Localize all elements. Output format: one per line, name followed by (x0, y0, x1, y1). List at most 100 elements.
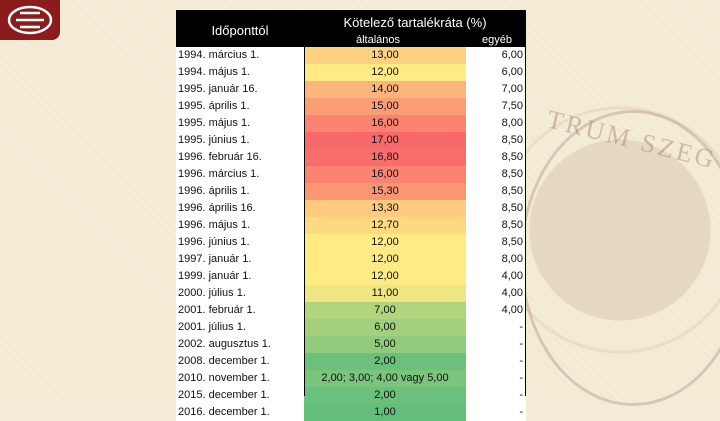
cell-other-rate: 4,00 (466, 285, 526, 302)
cell-date: 2008. december 1. (176, 353, 304, 370)
table-row: 2001. július 1. 6,00- (176, 319, 526, 336)
cell-other-rate: 8,50 (466, 217, 526, 234)
logo (0, 0, 60, 40)
logo-icon (7, 5, 53, 35)
table-row: 2010. november 1. 2,00; 3,00; 4,00 vagy 5… (176, 370, 526, 387)
table-row: 2008. december 1. 2,00- (176, 353, 526, 370)
cell-general-rate: 6,00 (304, 319, 466, 336)
cell-general-rate: 11,00 (304, 285, 466, 302)
cell-date: 1995. április 1. (176, 98, 304, 115)
cell-other-rate: 8,50 (466, 200, 526, 217)
table-row: 1995. június 1. 17,00 8,50 (176, 132, 526, 149)
table-row: 1995. január 16. 14,00 7,00 (176, 81, 526, 98)
cell-general-rate: 2,00; 3,00; 4,00 vagy 5,00 (304, 370, 466, 387)
table-row: 1994. május 1. 12,00 6,00 (176, 64, 526, 81)
cell-other-rate: 6,00 (466, 64, 526, 81)
table-body: 1994. március 1. 13,00 6,00 1994. május 1. 1… (176, 47, 526, 421)
cell-other-rate: 8,50 (466, 166, 526, 183)
table-row: 2016. december 1. 1,00- (176, 404, 526, 421)
cell-date: 2000. július 1. (176, 285, 304, 302)
cell-general-rate: 13,30 (304, 200, 466, 217)
cell-general-rate: 12,00 (304, 234, 466, 251)
cell-other-rate: 4,00 (466, 268, 526, 285)
table-row: 2000. július 1. 11,00 4,00 (176, 285, 526, 302)
cell-general-rate: 16,00 (304, 166, 466, 183)
cell-date: 1995. január 16. (176, 81, 304, 98)
cell-general-rate: 5,00 (304, 336, 466, 353)
table-row: 1999. január 1. 12,00 4,00 (176, 268, 526, 285)
cell-general-rate: 16,00 (304, 115, 466, 132)
cell-general-rate: 7,00 (304, 302, 466, 319)
cell-general-rate: 14,00 (304, 81, 466, 98)
cell-date: 2016. december 1. (176, 404, 304, 421)
table-row: 2015. december 1. 2,00- (176, 387, 526, 404)
cell-other-rate: 7,50 (466, 98, 526, 115)
cell-general-rate: 15,00 (304, 98, 466, 115)
cell-other-rate: - (466, 319, 526, 336)
cell-date: 2010. november 1. (176, 370, 304, 387)
cell-date: 1997. január 1. (176, 251, 304, 268)
table-right-border (525, 47, 526, 396)
table-row: 1996. június 1. 12,00 8,50 (176, 234, 526, 251)
cell-general-rate: 12,00 (304, 268, 466, 285)
cell-general-rate: 1,00 (304, 404, 466, 421)
table-row: 1994. március 1. 13,00 6,00 (176, 47, 526, 64)
reserve-rate-table: Időponttól Kötelező tartalékráta (%) ált… (176, 10, 526, 421)
cell-date: 1996. június 1. (176, 234, 304, 251)
cell-date: 1996. április 1. (176, 183, 304, 200)
cell-date: 2015. december 1. (176, 387, 304, 404)
cell-date: 1996. március 1. (176, 166, 304, 183)
cell-date: 2001. február 1. (176, 302, 304, 319)
table-row: 2001. február 1. 7,00 4,00 (176, 302, 526, 319)
cell-general-rate: 12,00 (304, 251, 466, 268)
header-rate-label: Kötelező tartalékráta (%) (343, 15, 487, 30)
cell-other-rate: - (466, 404, 526, 421)
cell-date: 1994. május 1. (176, 64, 304, 81)
cell-other-rate: 8,50 (466, 183, 526, 200)
cell-date: 1996. április 16. (176, 200, 304, 217)
subheader-other: egyéb (482, 34, 512, 46)
cell-other-rate: 8,50 (466, 149, 526, 166)
cell-date: 1994. március 1. (176, 47, 304, 64)
header-rate-cell: Kötelező tartalékráta (%) általános egyé… (304, 10, 526, 47)
cell-date: 2002. augusztus 1. (176, 336, 304, 353)
cell-general-rate: 17,00 (304, 132, 466, 149)
cell-date: 1996. május 1. (176, 217, 304, 234)
table-row: 1996. február 16. 16,80 8,50 (176, 149, 526, 166)
header-date-label: Időponttól (211, 23, 269, 38)
cell-other-rate: - (466, 353, 526, 370)
cell-general-rate: 12,00 (304, 64, 466, 81)
cell-general-rate: 2,00 (304, 353, 466, 370)
cell-other-rate: 8,50 (466, 132, 526, 149)
cell-other-rate: 6,00 (466, 47, 526, 64)
table-row: 1996. április 16. 13,30 8,50 (176, 200, 526, 217)
subheader-general: általános (356, 34, 401, 46)
table-row: 2002. augusztus 1. 5,00- (176, 336, 526, 353)
table-row: 1996. május 1. 12,70 8,50 (176, 217, 526, 234)
cell-date: 1995. május 1. (176, 115, 304, 132)
table-row: 1995. május 1. 16,00 8,00 (176, 115, 526, 132)
table-row: 1995. április 1. 15,00 7,50 (176, 98, 526, 115)
table-row: 1996. március 1. 16,00 8,50 (176, 166, 526, 183)
cell-other-rate: 8,00 (466, 115, 526, 132)
cell-general-rate: 2,00 (304, 387, 466, 404)
table-row: 1996. április 1. 15,30 8,50 (176, 183, 526, 200)
header-date-cell: Időponttól (176, 10, 304, 47)
cell-date: 1995. június 1. (176, 132, 304, 149)
cell-other-rate: 8,50 (466, 234, 526, 251)
cell-date: 1999. január 1. (176, 268, 304, 285)
cell-other-rate: 4,00 (466, 302, 526, 319)
cell-general-rate: 15,30 (304, 183, 466, 200)
cell-general-rate: 16,80 (304, 149, 466, 166)
cell-date: 2001. július 1. (176, 319, 304, 336)
table-row: 1997. január 1. 12,00 8,00 (176, 251, 526, 268)
cell-other-rate: 7,00 (466, 81, 526, 98)
cell-general-rate: 12,70 (304, 217, 466, 234)
cell-other-rate: - (466, 387, 526, 404)
column-divider (304, 47, 305, 396)
cell-other-rate: - (466, 370, 526, 387)
cell-other-rate: - (466, 336, 526, 353)
cell-date: 1996. február 16. (176, 149, 304, 166)
cell-general-rate: 13,00 (304, 47, 466, 64)
cell-other-rate: 8,00 (466, 251, 526, 268)
